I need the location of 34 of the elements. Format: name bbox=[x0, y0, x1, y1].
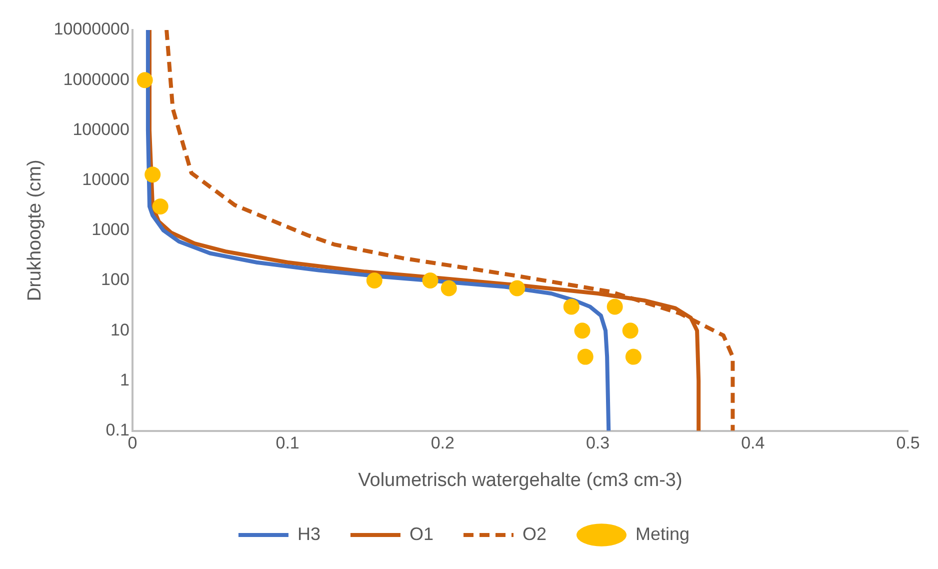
y-axis-title: Drukhoogte (cm) bbox=[24, 160, 46, 302]
x-tick-label: 0.3 bbox=[586, 434, 610, 453]
legend-label: O1 bbox=[409, 524, 434, 544]
point bbox=[606, 298, 623, 315]
legend-label: H3 bbox=[297, 524, 320, 544]
legend-label: O2 bbox=[522, 524, 547, 544]
point bbox=[577, 348, 594, 365]
y-tick-label: 100000 bbox=[72, 120, 130, 139]
point bbox=[136, 72, 153, 88]
point bbox=[440, 280, 457, 296]
point bbox=[622, 322, 638, 339]
y-tick-label: 1 bbox=[120, 370, 130, 390]
point bbox=[144, 166, 161, 183]
y-tick-label: 0.1 bbox=[106, 420, 130, 440]
y-tick-label: 1000000 bbox=[63, 70, 130, 89]
y-tick-label: 10000 bbox=[82, 170, 130, 189]
point bbox=[563, 298, 580, 315]
point bbox=[366, 272, 382, 288]
point bbox=[574, 322, 590, 339]
point bbox=[152, 198, 168, 214]
legend-label: Meting bbox=[636, 524, 690, 544]
point bbox=[422, 272, 438, 288]
x-tick-label: 0.4 bbox=[741, 434, 765, 453]
x-axis-title: Volumetrisch watergehalte (cm3 cm-3) bbox=[358, 470, 682, 491]
y-tick-label: 1000 bbox=[92, 220, 130, 240]
point bbox=[509, 280, 526, 296]
point bbox=[625, 348, 642, 365]
y-tick-label: 10 bbox=[110, 320, 130, 340]
x-tick-label: 0 bbox=[128, 434, 138, 453]
x-tick-label: 0.2 bbox=[430, 434, 454, 453]
y-tick-label: 10000000 bbox=[54, 20, 130, 39]
x-tick-label: 0.5 bbox=[896, 434, 920, 453]
y-tick-label: 100 bbox=[101, 270, 130, 290]
x-tick-label: 0.1 bbox=[276, 434, 300, 453]
